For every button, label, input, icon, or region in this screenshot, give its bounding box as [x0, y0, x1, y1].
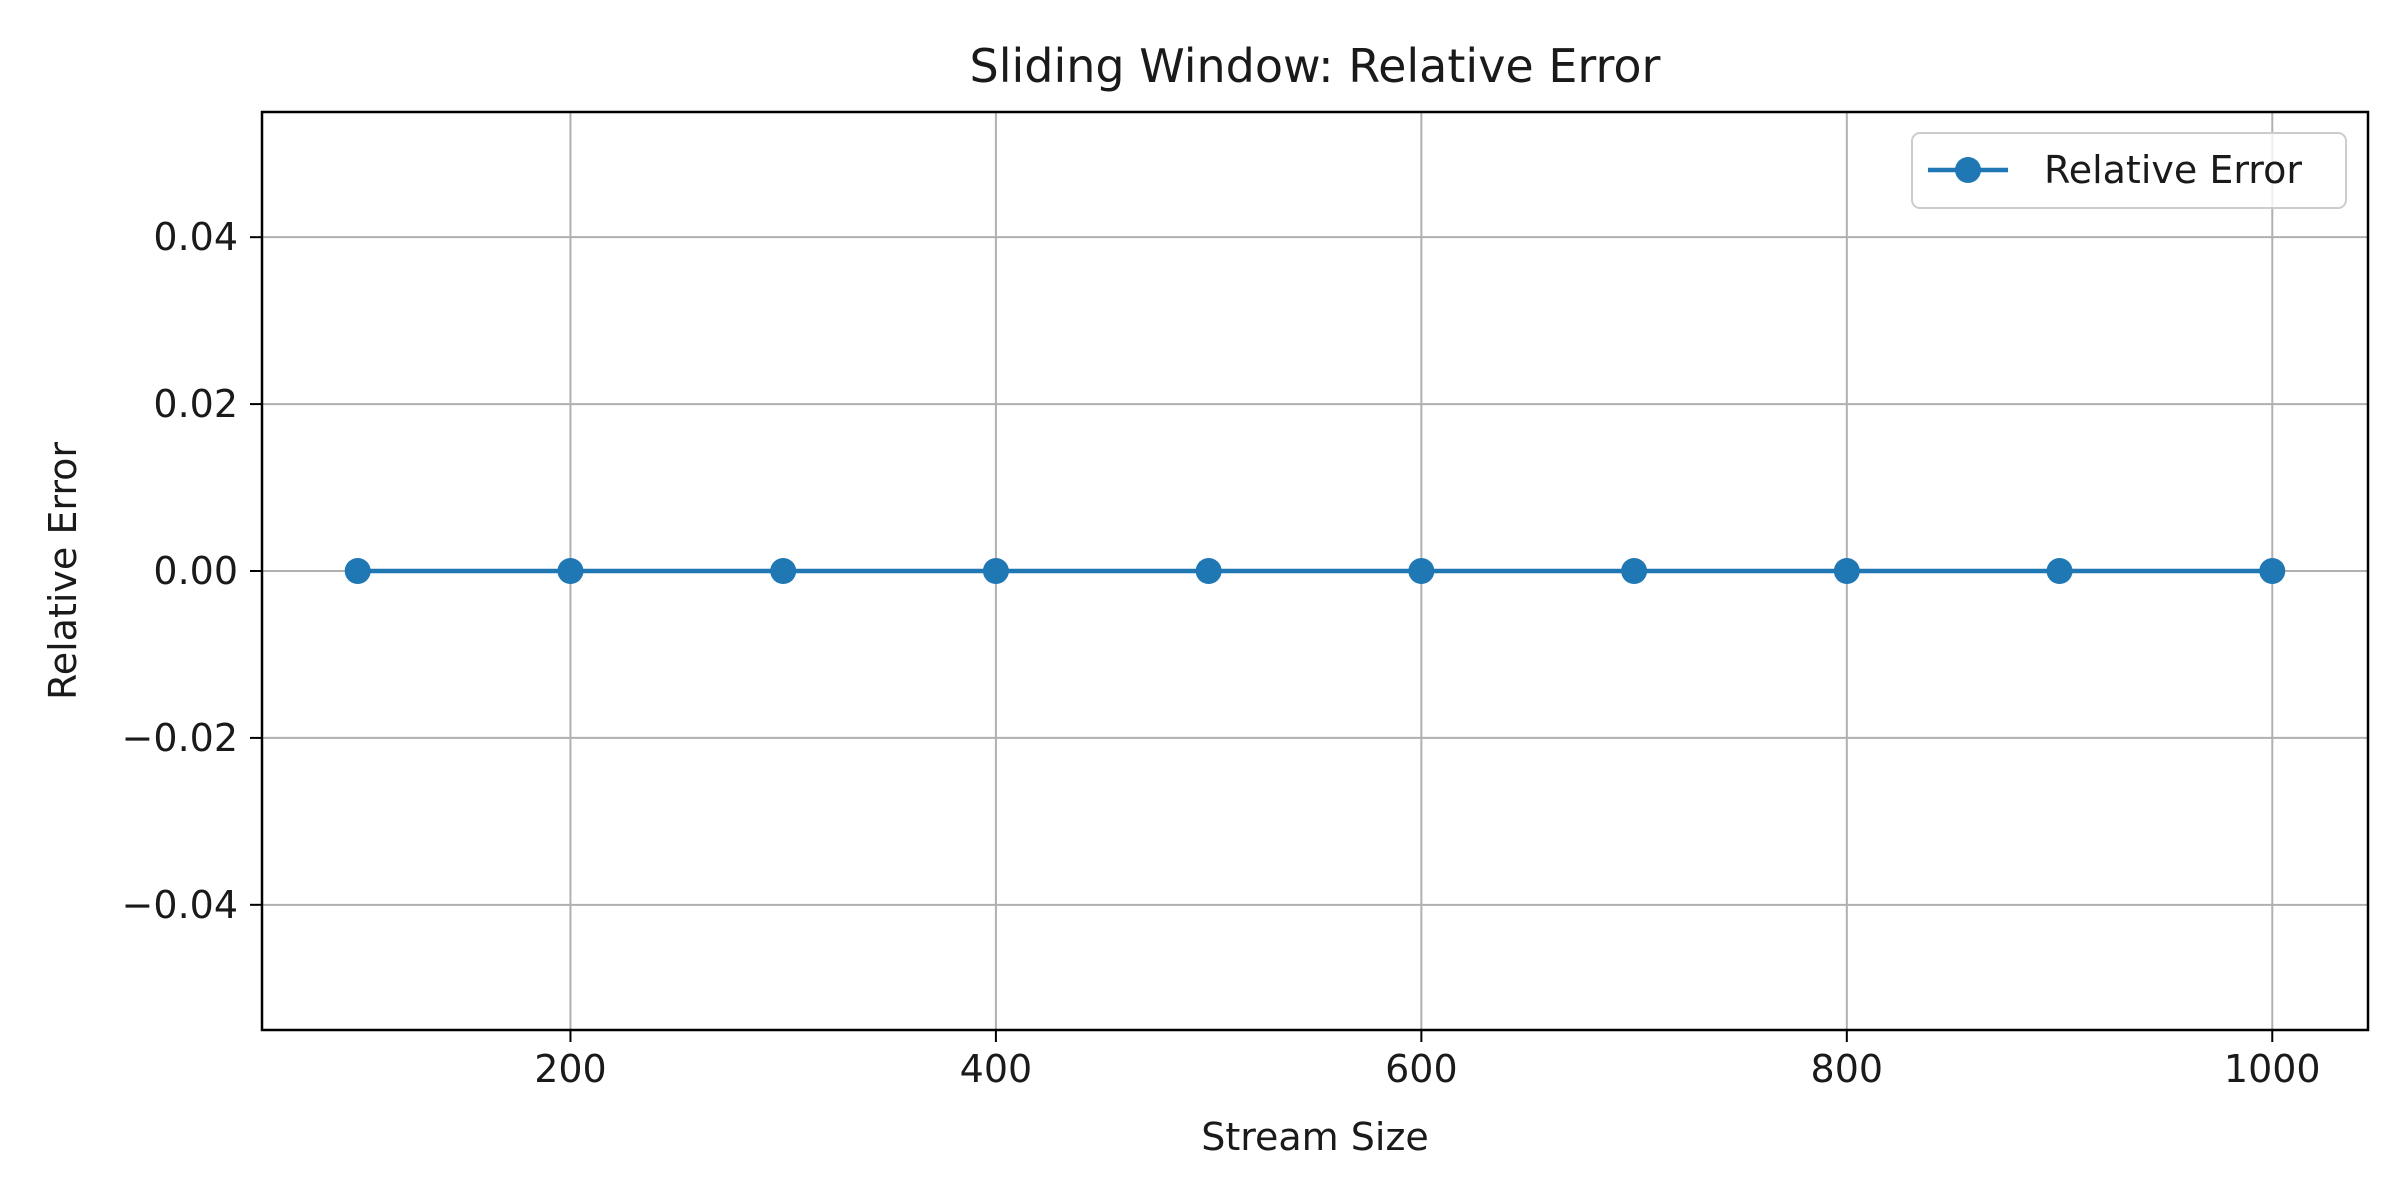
data-point-marker	[982, 558, 1009, 584]
data-point-marker	[2046, 558, 2073, 584]
y-tick-label: −0.02	[122, 716, 238, 760]
legend-box	[1911, 132, 2347, 209]
data-point-marker	[557, 558, 584, 584]
data-point-marker	[1833, 558, 1860, 584]
x-tick-label: 600	[1385, 1047, 1458, 1091]
data-point-marker	[1621, 558, 1648, 584]
y-tick-label: 0.02	[153, 382, 238, 426]
x-tick-label: 1000	[2224, 1047, 2321, 1091]
series-relative-error	[344, 558, 2286, 584]
data-point-marker	[2259, 558, 2286, 584]
x-tick-label: 400	[960, 1047, 1033, 1091]
x-axis-ticks: 200 400 600 800 1000	[534, 1030, 2321, 1091]
data-point-marker	[344, 558, 371, 584]
data-point-marker	[1195, 558, 1222, 584]
data-point-marker	[1408, 558, 1435, 584]
legend-marker-swatch	[1955, 157, 1981, 183]
y-tick-label: 0.04	[153, 215, 238, 259]
legend: Relative Error	[1911, 132, 2347, 209]
data-point-marker	[770, 558, 797, 584]
x-tick-label: 200	[534, 1047, 607, 1091]
x-tick-label: 800	[1811, 1047, 1884, 1091]
y-tick-label: 0.00	[153, 549, 238, 593]
y-tick-label: −0.04	[122, 883, 238, 927]
chart-title: Sliding Window: Relative Error	[970, 39, 1661, 93]
y-axis-ticks: 0.04 0.02 0.00 −0.02 −0.04	[122, 215, 262, 927]
x-axis-label: Stream Size	[1201, 1115, 1429, 1159]
legend-label: Relative Error	[2044, 148, 2302, 192]
y-axis-label: Relative Error	[41, 442, 85, 700]
